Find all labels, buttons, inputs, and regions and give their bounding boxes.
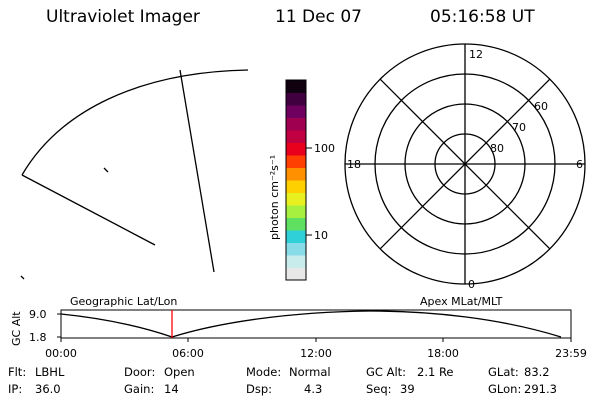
colorbar-cell <box>286 155 306 168</box>
app-title: Ultraviolet Imager <box>46 7 200 27</box>
colorbar-cell <box>286 142 306 156</box>
colorbar-unit-label: photon cm⁻²s⁻¹ <box>268 155 281 240</box>
mlt-label-6: 6 <box>576 158 583 171</box>
map-meridian <box>179 69 215 273</box>
colorbar-cell <box>286 205 306 218</box>
ip-label: IP: <box>8 382 23 396</box>
colorbar-tick-label-10: 10 <box>314 229 328 242</box>
timeline <box>57 309 572 342</box>
colorbar-cell <box>286 105 306 118</box>
map-limb-arc <box>21 69 249 176</box>
colorbar-cell <box>286 255 306 268</box>
door-label: Door: <box>124 365 156 379</box>
lat-label-80: 80 <box>490 142 504 155</box>
polar-diag-2 <box>379 78 551 250</box>
colorbar-cell <box>286 242 306 256</box>
mlt-label-12: 12 <box>469 48 483 61</box>
colorbar-cell <box>286 92 306 106</box>
colorbar-cell <box>286 217 306 231</box>
colorbar-cell <box>286 230 306 243</box>
colorbar-cells <box>286 80 306 281</box>
colorbar-cell <box>286 80 306 93</box>
map-corner-mark <box>20 275 25 280</box>
door-value: Open <box>164 365 195 379</box>
gcalt-value: 2.1 Re <box>417 365 454 379</box>
date-label: 11 Dec 07 <box>275 7 362 27</box>
glat-value: 83.2 <box>524 365 550 379</box>
colorbar-cell <box>286 117 306 131</box>
colorbar-cell <box>286 192 306 206</box>
glat-label: GLat: <box>488 365 519 379</box>
glon-label: GLon: <box>488 382 522 396</box>
x-tick-label-2: 12:00 <box>300 347 332 360</box>
polar-plot <box>344 43 586 285</box>
colorbar: 100 10 photon cm⁻²s⁻¹ <box>268 79 335 281</box>
gain-value: 14 <box>164 382 179 396</box>
timeline-left-label: Geographic Lat/Lon <box>70 295 177 308</box>
seq-label: Seq: <box>366 382 392 396</box>
colorbar-frame <box>285 79 307 281</box>
lat-label-70: 70 <box>512 121 526 134</box>
colorbar-cell <box>286 267 306 281</box>
timeline-frame <box>60 309 572 339</box>
seq-value: 39 <box>400 382 415 396</box>
ip-value: 36.0 <box>35 382 61 396</box>
colorbar-cell <box>286 167 306 181</box>
colorbar-cell <box>286 130 306 143</box>
flt-label: Flt: <box>8 365 27 379</box>
gain-label: Gain: <box>124 382 155 396</box>
mode-label: Mode: <box>246 365 282 379</box>
altitude-curve <box>60 310 562 338</box>
map-edge-left <box>21 174 156 246</box>
glon-value: 291.3 <box>524 382 557 396</box>
colorbar-cell <box>286 180 306 193</box>
timeline-right-label: Apex MLat/MLT <box>420 295 503 308</box>
dsp-value: 4.3 <box>304 382 323 396</box>
mlt-label-18: 18 <box>347 158 361 171</box>
y-tick-label-top: 9.0 <box>29 308 47 321</box>
mode-value: Normal <box>289 365 331 379</box>
x-tick-label-3: 18:00 <box>427 347 459 360</box>
lat-label-60: 60 <box>534 100 548 113</box>
x-tick-label-4: 23:59 <box>555 347 587 360</box>
colorbar-tick-label-100: 100 <box>314 142 335 155</box>
flt-value: LBHL <box>35 365 65 379</box>
x-tick-label-0: 00:00 <box>45 347 77 360</box>
y-tick-label-bottom: 1.8 <box>29 331 47 344</box>
geographic-map <box>20 69 249 280</box>
mlt-label-0: 0 <box>468 278 475 291</box>
time-label: 05:16:58 UT <box>430 7 535 27</box>
map-tick-mark <box>103 167 109 173</box>
dsp-label: Dsp: <box>246 382 273 396</box>
timeline-axis-title: GC Alt <box>10 311 23 346</box>
x-tick-label-1: 06:00 <box>172 347 204 360</box>
gcalt-label: GC Alt: <box>366 365 407 379</box>
